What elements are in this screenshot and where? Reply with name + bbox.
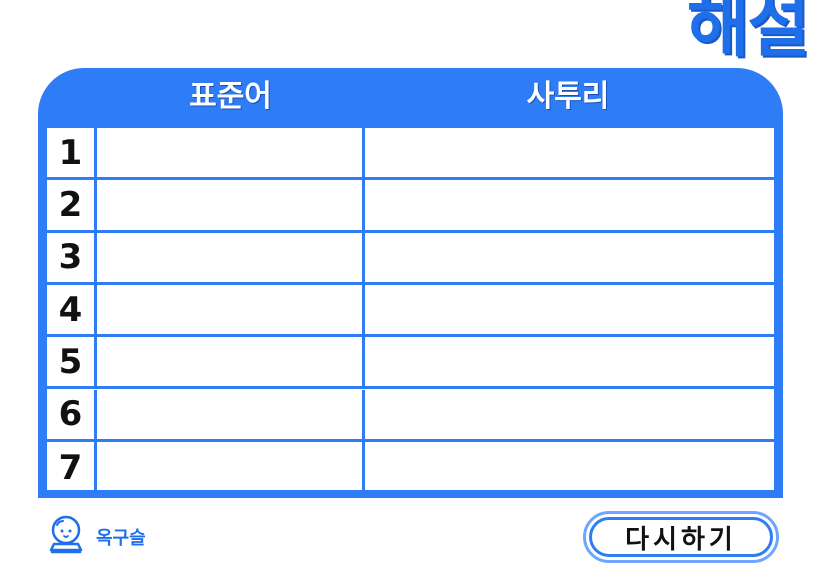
- brand-name: 옥구슬: [96, 528, 146, 549]
- column-header-standard: 표준어: [189, 79, 272, 114]
- table-row: 2: [47, 180, 774, 233]
- standard-cell: [100, 389, 365, 439]
- row-number: 4: [47, 284, 97, 335]
- row-number: 2: [47, 180, 97, 230]
- standard-cell: [100, 128, 365, 178]
- dialect-cell: [368, 337, 774, 386]
- retry-button-label: 다시하기: [589, 517, 773, 557]
- row-number: 6: [47, 389, 97, 439]
- answer-table: 표준어 사투리 1 2 3 4 5 6: [38, 68, 783, 498]
- crystal-ball-icon: [46, 511, 90, 563]
- standard-cell: [100, 441, 365, 495]
- dialect-cell: [368, 128, 774, 177]
- dialect-cell: [368, 390, 774, 439]
- table-row: 7: [47, 441, 774, 495]
- standard-cell: [100, 232, 365, 282]
- dialect-cell: [368, 442, 774, 494]
- table-row: 4: [47, 284, 774, 338]
- dialect-cell: [368, 180, 774, 229]
- table-row: 3: [47, 232, 774, 285]
- row-number: 7: [47, 441, 97, 495]
- standard-cell: [100, 337, 365, 387]
- table-row: 5: [47, 337, 774, 390]
- table-row: 6: [47, 389, 774, 442]
- standard-cell: [100, 180, 365, 230]
- row-number: 5: [47, 337, 97, 387]
- row-number: 1: [47, 128, 97, 178]
- table-header: 표준어 사투리: [38, 68, 783, 126]
- page-title: 해설: [686, 0, 810, 67]
- retry-button[interactable]: 다시하기: [583, 511, 779, 563]
- column-header-dialect: 사투리: [526, 79, 610, 114]
- table-row: 1: [47, 128, 774, 181]
- row-number: 3: [47, 232, 97, 282]
- standard-cell: [100, 284, 365, 335]
- brand-logo: 옥구슬: [46, 512, 146, 562]
- table-body: 1 2 3 4 5 6 7: [45, 126, 776, 495]
- dialect-cell: [368, 233, 774, 282]
- dialect-cell: [368, 285, 774, 334]
